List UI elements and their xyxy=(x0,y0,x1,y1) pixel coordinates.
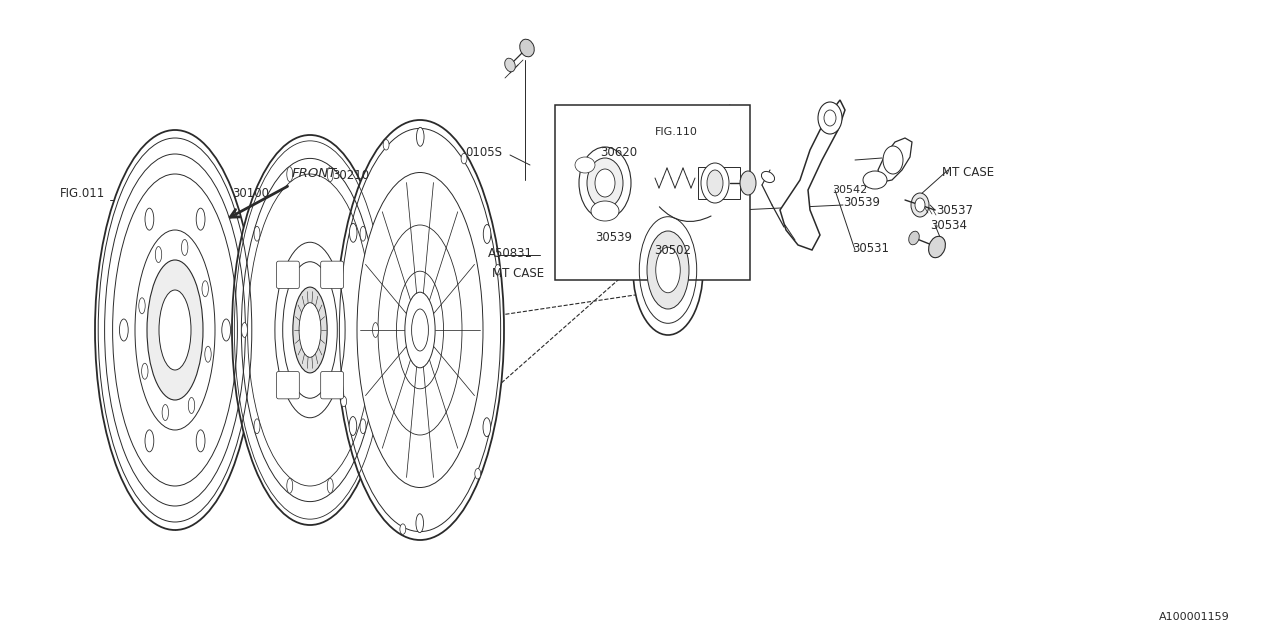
Ellipse shape xyxy=(824,110,836,126)
Ellipse shape xyxy=(383,140,389,150)
Text: 0105S: 0105S xyxy=(465,145,502,159)
Ellipse shape xyxy=(163,404,169,420)
FancyBboxPatch shape xyxy=(276,261,300,289)
Ellipse shape xyxy=(283,262,338,398)
Ellipse shape xyxy=(293,287,328,373)
Ellipse shape xyxy=(928,236,946,258)
Text: 30537: 30537 xyxy=(936,204,973,216)
FancyBboxPatch shape xyxy=(321,261,343,289)
Ellipse shape xyxy=(475,468,481,479)
Text: A100001159: A100001159 xyxy=(1160,612,1230,622)
Ellipse shape xyxy=(762,172,774,182)
Text: MT CASE: MT CASE xyxy=(942,166,995,179)
Ellipse shape xyxy=(287,167,293,182)
Ellipse shape xyxy=(595,169,614,197)
Ellipse shape xyxy=(196,430,205,452)
Ellipse shape xyxy=(372,323,379,337)
Ellipse shape xyxy=(412,309,429,351)
Ellipse shape xyxy=(242,323,247,337)
Ellipse shape xyxy=(145,430,154,452)
Text: 30539: 30539 xyxy=(844,195,881,209)
Text: 30502: 30502 xyxy=(654,243,691,257)
Text: 30539: 30539 xyxy=(595,230,632,243)
Text: A50831: A50831 xyxy=(488,246,532,259)
Ellipse shape xyxy=(335,120,504,540)
Ellipse shape xyxy=(909,231,919,244)
Ellipse shape xyxy=(155,246,161,262)
Ellipse shape xyxy=(646,231,689,309)
Ellipse shape xyxy=(495,264,500,275)
Ellipse shape xyxy=(188,397,195,413)
Ellipse shape xyxy=(182,239,188,255)
Ellipse shape xyxy=(399,524,406,534)
Ellipse shape xyxy=(360,227,366,241)
Ellipse shape xyxy=(349,417,357,435)
Ellipse shape xyxy=(416,127,424,147)
Ellipse shape xyxy=(504,58,516,72)
Ellipse shape xyxy=(520,39,534,57)
Ellipse shape xyxy=(138,298,145,314)
Text: 30531: 30531 xyxy=(852,241,890,255)
Ellipse shape xyxy=(818,102,842,134)
Ellipse shape xyxy=(575,157,595,173)
Ellipse shape xyxy=(461,154,467,164)
Ellipse shape xyxy=(911,193,929,217)
Ellipse shape xyxy=(349,223,357,243)
Text: 30210: 30210 xyxy=(332,168,369,182)
Ellipse shape xyxy=(588,158,623,208)
Ellipse shape xyxy=(275,243,346,418)
Ellipse shape xyxy=(357,173,483,488)
FancyBboxPatch shape xyxy=(276,371,300,399)
Ellipse shape xyxy=(707,170,723,196)
Ellipse shape xyxy=(883,146,902,174)
Ellipse shape xyxy=(591,201,620,221)
Text: 30100: 30100 xyxy=(232,186,269,200)
Ellipse shape xyxy=(701,163,730,203)
Ellipse shape xyxy=(287,478,293,493)
Text: 30534: 30534 xyxy=(931,218,966,232)
Ellipse shape xyxy=(404,292,435,368)
Text: FIG.011: FIG.011 xyxy=(60,186,105,200)
Ellipse shape xyxy=(340,396,347,406)
Ellipse shape xyxy=(221,319,230,341)
Ellipse shape xyxy=(196,208,205,230)
Ellipse shape xyxy=(142,364,148,380)
Ellipse shape xyxy=(579,147,631,219)
Ellipse shape xyxy=(655,247,680,292)
Polygon shape xyxy=(698,167,740,199)
Ellipse shape xyxy=(253,227,260,241)
Ellipse shape xyxy=(915,198,925,212)
Ellipse shape xyxy=(484,225,490,243)
Ellipse shape xyxy=(232,135,388,525)
Polygon shape xyxy=(780,100,845,250)
Text: 30542: 30542 xyxy=(832,185,868,195)
Ellipse shape xyxy=(634,205,703,335)
FancyBboxPatch shape xyxy=(321,371,343,399)
Ellipse shape xyxy=(253,419,260,434)
Ellipse shape xyxy=(119,319,128,341)
Ellipse shape xyxy=(159,290,191,370)
Text: FIG.110: FIG.110 xyxy=(655,127,698,137)
Ellipse shape xyxy=(300,303,321,357)
Ellipse shape xyxy=(328,478,333,493)
Ellipse shape xyxy=(202,281,209,297)
Text: 30620: 30620 xyxy=(600,145,637,159)
Ellipse shape xyxy=(483,418,490,436)
Polygon shape xyxy=(878,138,913,182)
Ellipse shape xyxy=(863,171,887,189)
Text: FRONT: FRONT xyxy=(292,167,337,180)
Ellipse shape xyxy=(360,419,366,434)
Ellipse shape xyxy=(145,208,154,230)
Ellipse shape xyxy=(416,514,424,532)
Ellipse shape xyxy=(95,130,255,530)
Text: MT CASE: MT CASE xyxy=(492,266,544,280)
Ellipse shape xyxy=(740,171,756,195)
Ellipse shape xyxy=(328,167,333,182)
Polygon shape xyxy=(556,105,750,280)
Ellipse shape xyxy=(205,346,211,362)
Ellipse shape xyxy=(147,260,204,400)
